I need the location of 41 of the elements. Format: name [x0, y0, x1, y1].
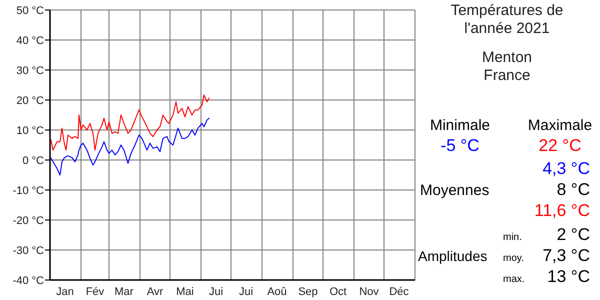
text: Menton France — [482, 49, 532, 84]
x-tick-label: Mai — [176, 286, 194, 298]
text: max. — [503, 274, 525, 285]
line-series — [50, 94, 210, 151]
y-tick-label: 50 °C — [16, 4, 44, 17]
y-tick-label: -10 °C — [12, 184, 44, 197]
text: 11,6 °C — [534, 201, 590, 220]
x-tick-label: Jan — [56, 286, 74, 298]
y-tick-label: 0 °C — [22, 154, 44, 167]
text: moy. — [503, 253, 524, 264]
text: Températures de l'année 2021 — [450, 2, 564, 37]
y-tick-label: 20 °C — [16, 94, 44, 107]
x-tick-label: Fév — [86, 286, 105, 298]
text: Moyennes — [420, 182, 490, 199]
x-tick-label: Jui — [238, 286, 254, 298]
text: -5 °C — [440, 136, 480, 155]
text: 4,3 °C — [542, 159, 590, 178]
x-tick-label: Déc — [389, 286, 410, 298]
y-tick-label: -30 °C — [12, 244, 44, 257]
text: min. — [503, 232, 522, 243]
y-tick-label: -20 °C — [12, 214, 44, 227]
x-tick-label: Sep — [298, 286, 318, 298]
text: 22 °C — [538, 136, 582, 155]
y-tick-label: 40 °C — [16, 34, 44, 47]
x-tick-label: Oct — [329, 286, 347, 298]
x-tick-label: Mar — [114, 286, 134, 298]
x-tick-label: Aoû — [267, 286, 287, 298]
text: Maximale — [528, 117, 592, 134]
text: 2 °C — [556, 225, 590, 244]
x-tick-label: Nov — [359, 286, 380, 298]
y-tick-label: 30 °C — [16, 64, 44, 77]
text: 13 °C — [547, 267, 590, 286]
y-tick-label: 10 °C — [16, 124, 44, 137]
text: Amplitudes — [418, 248, 488, 264]
text: 8 °C — [556, 180, 590, 199]
text: Minimale — [430, 117, 490, 134]
x-tick-label: Avr — [146, 286, 164, 298]
line-series — [50, 118, 210, 176]
y-tick-label: -40 °C — [12, 274, 44, 287]
text: 7,3 °C — [542, 246, 590, 265]
x-tick-label: Jui — [208, 286, 224, 298]
